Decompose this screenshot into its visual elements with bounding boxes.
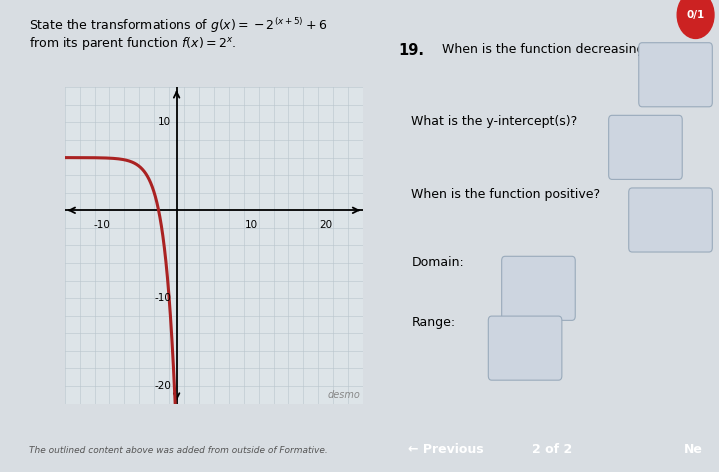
Text: 20: 20 [319, 220, 332, 230]
Text: The outlined content above was added from outside of Formative.: The outlined content above was added fro… [29, 446, 328, 455]
Text: -10: -10 [155, 293, 171, 303]
Text: -20: -20 [155, 381, 171, 391]
Text: State the transformations of $g(x) = -2^{(x+5)} + 6$: State the transformations of $g(x) = -2^… [29, 17, 327, 35]
Text: Ne: Ne [683, 443, 702, 456]
Text: -10: -10 [93, 220, 111, 230]
Text: 2 of 2: 2 of 2 [532, 443, 572, 456]
FancyBboxPatch shape [638, 43, 713, 107]
Text: Domain:: Domain: [411, 256, 464, 270]
Text: 0/1: 0/1 [687, 10, 705, 20]
Text: from its parent function $f(x) = 2^x$.: from its parent function $f(x) = 2^x$. [29, 35, 237, 52]
FancyBboxPatch shape [628, 188, 713, 252]
FancyBboxPatch shape [488, 316, 562, 380]
Circle shape [677, 0, 714, 38]
Text: What is the y-intercept(s)?: What is the y-intercept(s)? [411, 115, 577, 128]
Text: 10: 10 [244, 220, 258, 230]
Text: desmo: desmo [327, 390, 360, 400]
FancyBboxPatch shape [609, 115, 682, 179]
Text: 19.: 19. [398, 43, 424, 58]
FancyBboxPatch shape [502, 256, 575, 320]
Text: When is the function decreasing?: When is the function decreasing? [441, 43, 651, 56]
Text: ← Previous: ← Previous [408, 443, 484, 456]
Text: When is the function positive?: When is the function positive? [411, 188, 600, 201]
Text: Range:: Range: [411, 316, 456, 329]
Text: 10: 10 [158, 118, 171, 127]
